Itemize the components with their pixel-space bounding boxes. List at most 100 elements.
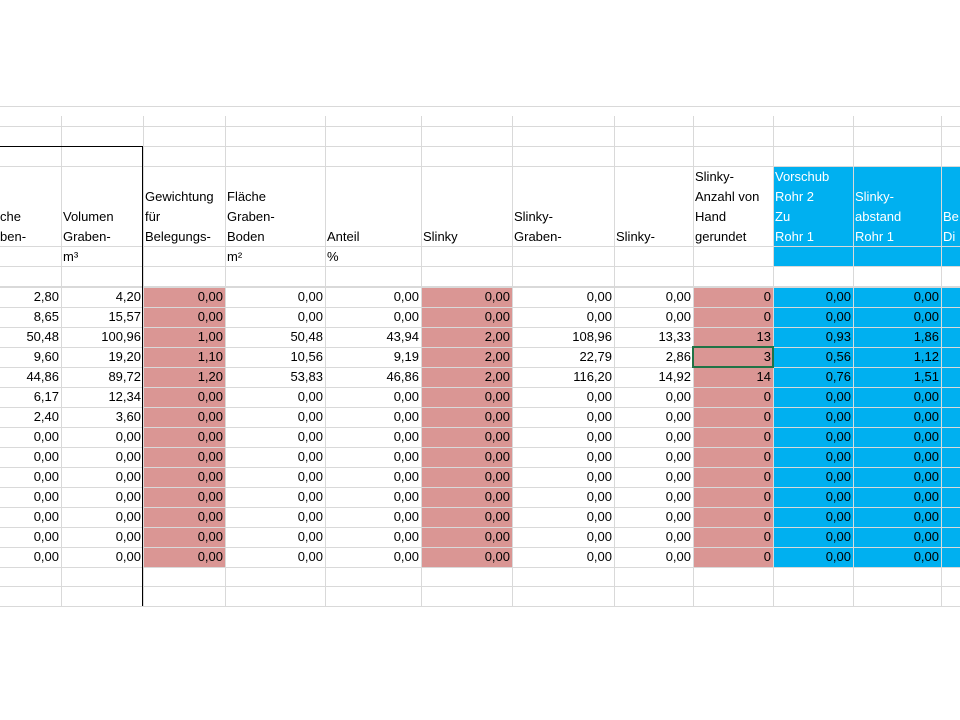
data-cell[interactable]: 0,00 <box>393 529 419 544</box>
data-cell[interactable]: 1,00 <box>197 329 223 344</box>
data-cell[interactable]: 0,00 <box>393 449 419 464</box>
data-cell[interactable]: 0,00 <box>115 429 141 444</box>
data-cell[interactable]: 0,00 <box>33 429 59 444</box>
data-cell[interactable]: 116,20 <box>573 369 612 384</box>
data-cell[interactable]: 0,00 <box>665 289 691 304</box>
data-cell[interactable]: 0,00 <box>484 309 510 324</box>
data-cell[interactable]: 0,00 <box>825 309 851 324</box>
data-cell[interactable]: 0,00 <box>33 529 59 544</box>
data-cell[interactable]: 3,60 <box>115 409 141 424</box>
data-cell[interactable]: 100,96 <box>101 329 141 344</box>
data-cell[interactable]: 0,00 <box>665 449 691 464</box>
data-cell[interactable]: 0,00 <box>297 429 323 444</box>
data-cell[interactable]: 1,10 <box>197 349 223 364</box>
data-cell[interactable]: 0,00 <box>586 449 612 464</box>
data-cell[interactable]: 0,00 <box>393 549 419 564</box>
data-cell[interactable]: 0,00 <box>115 529 141 544</box>
data-cell[interactable]: 0,00 <box>393 509 419 524</box>
data-cell[interactable]: 0 <box>763 549 771 564</box>
data-cell[interactable]: 0,00 <box>197 389 223 404</box>
data-cell[interactable]: 0,00 <box>825 549 851 564</box>
data-cell[interactable]: 0,00 <box>913 509 939 524</box>
data-cell[interactable]: 0,00 <box>484 449 510 464</box>
data-cell[interactable]: 43,94 <box>386 329 419 344</box>
data-cell[interactable]: 0,00 <box>913 309 939 324</box>
data-cell[interactable]: 0,00 <box>665 529 691 544</box>
data-cell[interactable]: 0,00 <box>297 389 323 404</box>
data-cell[interactable]: 0,00 <box>197 289 223 304</box>
data-cell[interactable]: 0,00 <box>297 449 323 464</box>
data-cell[interactable]: 0,00 <box>393 409 419 424</box>
data-cell[interactable]: 0,00 <box>297 549 323 564</box>
data-cell[interactable]: 0,00 <box>197 549 223 564</box>
data-cell[interactable]: 0,00 <box>484 509 510 524</box>
data-cell[interactable]: 0 <box>763 509 771 524</box>
data-cell[interactable]: 0 <box>763 309 771 324</box>
data-cell[interactable]: 2,80 <box>33 289 59 304</box>
data-cell[interactable]: 0,00 <box>115 449 141 464</box>
data-cell[interactable]: 0,00 <box>393 469 419 484</box>
data-cell[interactable]: 15,57 <box>108 309 141 324</box>
data-cell[interactable]: 0 <box>763 429 771 444</box>
data-cell[interactable]: 0,00 <box>484 469 510 484</box>
data-cell[interactable]: 19,20 <box>108 349 141 364</box>
data-cell[interactable]: 0,00 <box>825 389 851 404</box>
data-cell[interactable]: 1,51 <box>913 369 939 384</box>
data-cell[interactable]: 0,00 <box>586 509 612 524</box>
data-cell[interactable]: 0,00 <box>393 389 419 404</box>
data-cell[interactable]: 0 <box>763 409 771 424</box>
data-cell[interactable]: 0,00 <box>913 489 939 504</box>
data-cell[interactable]: 0,00 <box>825 529 851 544</box>
data-cell[interactable]: 0,00 <box>484 529 510 544</box>
data-cell[interactable]: 0,00 <box>913 289 939 304</box>
data-cell[interactable]: 0 <box>763 469 771 484</box>
data-cell[interactable]: 0,00 <box>197 429 223 444</box>
data-cell[interactable]: 0,00 <box>665 429 691 444</box>
data-cell[interactable]: 0,00 <box>484 389 510 404</box>
data-cell[interactable]: 0,00 <box>586 469 612 484</box>
data-cell[interactable]: 2,00 <box>484 349 510 364</box>
data-cell[interactable]: 0,00 <box>393 309 419 324</box>
data-cell[interactable]: 14,92 <box>658 369 691 384</box>
data-cell[interactable]: 0,00 <box>665 489 691 504</box>
data-cell[interactable]: 0,00 <box>586 489 612 504</box>
data-cell[interactable]: 0,00 <box>586 409 612 424</box>
data-cell[interactable]: 0 <box>763 529 771 544</box>
data-cell[interactable]: 3 <box>763 349 771 364</box>
data-cell[interactable]: 0,00 <box>665 389 691 404</box>
data-cell[interactable]: 0,00 <box>197 489 223 504</box>
data-cell[interactable]: 0,00 <box>115 489 141 504</box>
data-cell[interactable]: 12,34 <box>108 389 141 404</box>
data-cell[interactable]: 0,00 <box>913 389 939 404</box>
data-cell[interactable]: 0 <box>763 289 771 304</box>
data-cell[interactable]: 0,00 <box>586 549 612 564</box>
data-cell[interactable]: 0,00 <box>586 389 612 404</box>
data-cell[interactable]: 0,00 <box>297 489 323 504</box>
data-cell[interactable]: 0,56 <box>825 349 851 364</box>
data-cell[interactable]: 0,00 <box>665 549 691 564</box>
data-cell[interactable]: 0,00 <box>33 489 59 504</box>
data-cell[interactable]: 1,86 <box>913 329 939 344</box>
data-cell[interactable]: 1,12 <box>913 349 939 364</box>
data-cell[interactable]: 0,00 <box>297 289 323 304</box>
data-cell[interactable]: 1,20 <box>197 369 223 384</box>
data-cell[interactable]: 0,00 <box>297 409 323 424</box>
data-cell[interactable]: 0,00 <box>825 489 851 504</box>
data-cell[interactable]: 0,00 <box>33 509 59 524</box>
data-cell[interactable]: 0,00 <box>197 529 223 544</box>
data-cell[interactable]: 0,00 <box>393 289 419 304</box>
data-cell[interactable]: 0,93 <box>825 329 851 344</box>
data-cell[interactable]: 0,00 <box>197 449 223 464</box>
data-cell[interactable]: 0,00 <box>484 409 510 424</box>
data-cell[interactable]: 6,17 <box>33 389 59 404</box>
data-cell[interactable]: 0,00 <box>297 509 323 524</box>
data-cell[interactable]: 0,00 <box>913 409 939 424</box>
data-cell[interactable]: 0,00 <box>115 509 141 524</box>
data-cell[interactable]: 44,86 <box>26 369 59 384</box>
data-cell[interactable]: 0,00 <box>297 309 323 324</box>
data-cell[interactable]: 0,00 <box>484 489 510 504</box>
data-cell[interactable]: 0,00 <box>913 469 939 484</box>
data-cell[interactable]: 0,00 <box>825 289 851 304</box>
data-cell[interactable]: 13 <box>756 329 771 344</box>
data-cell[interactable]: 108,96 <box>572 329 612 344</box>
